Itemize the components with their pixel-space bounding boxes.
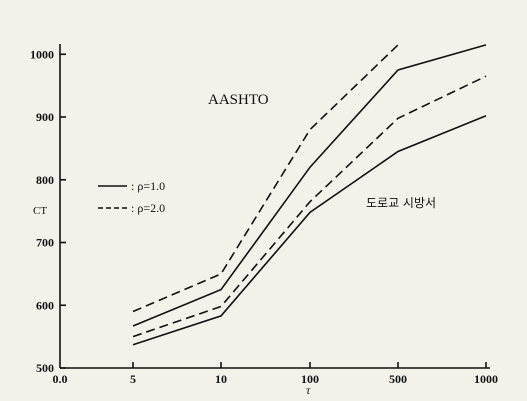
x-tick-label: 1000 <box>474 372 498 386</box>
tick-labels: 500 600 700 800 900 1000 0.0 5 10 100 500 1000 <box>30 47 498 386</box>
spec-annotation: 도로교 시방서 <box>366 196 436 210</box>
y-axis-label: CT <box>33 205 47 217</box>
tick-marks <box>60 53 487 369</box>
series-line-1-dashed <box>132 44 399 313</box>
x-tick-label: 500 <box>389 372 407 386</box>
x-tick-label: 5 <box>130 372 136 386</box>
legend: : ρ=1.0 : ρ=2.0 <box>98 179 165 215</box>
series-line-4-solid <box>132 115 487 346</box>
x-axis-label: τ <box>306 383 311 397</box>
axes <box>59 44 490 369</box>
x-tick-label: 10 <box>215 372 227 386</box>
y-tick-label: 600 <box>36 298 54 312</box>
aashto-annotation: AASHTO <box>208 92 269 108</box>
series-line-3-dashed <box>132 75 487 338</box>
y-tick-label: 500 <box>36 361 54 375</box>
y-tick-label: 900 <box>36 110 54 124</box>
x-tick-label: 0.0 <box>53 372 68 386</box>
x-tick-label: 100 <box>301 372 319 386</box>
y-tick-label: 700 <box>36 236 54 250</box>
y-tick-label: 1000 <box>30 47 54 61</box>
legend-label-rho1: : ρ=1.0 <box>131 179 165 193</box>
series-layer <box>132 44 487 346</box>
legend-label-rho2: : ρ=2.0 <box>131 201 165 215</box>
y-tick-label: 800 <box>36 173 54 187</box>
series-line-2-solid <box>132 44 487 327</box>
